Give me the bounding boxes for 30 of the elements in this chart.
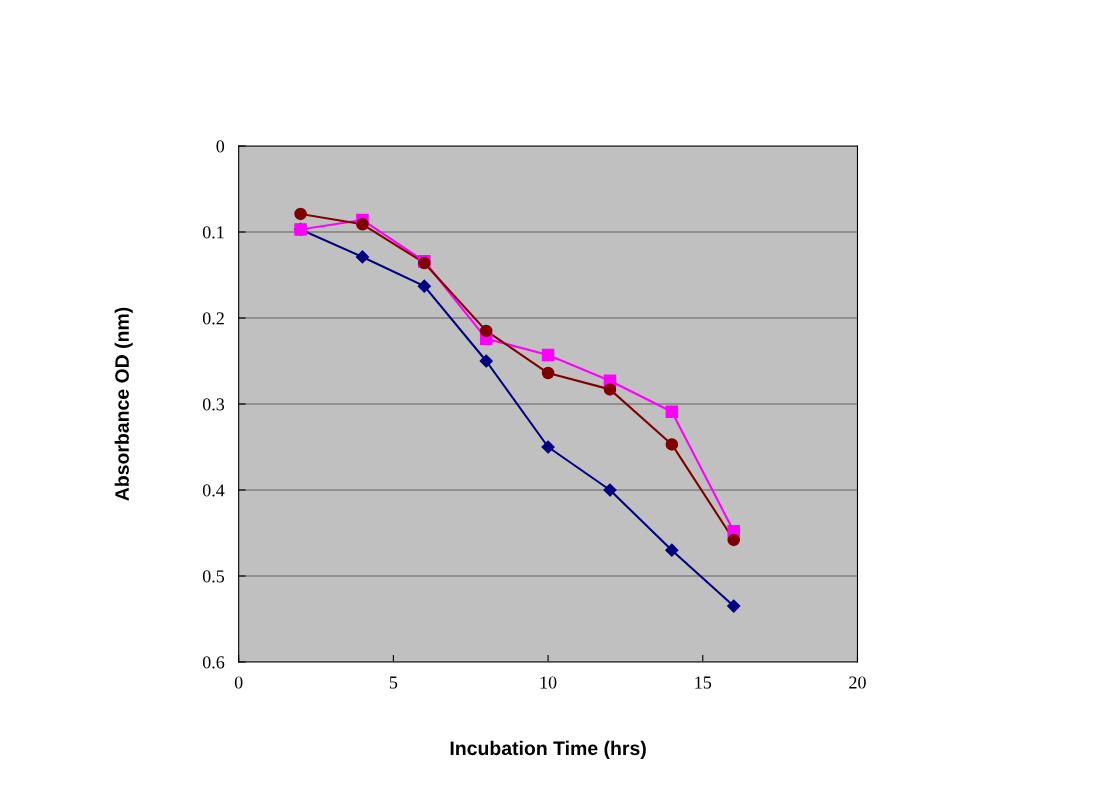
point [479,324,493,338]
x-tick-label: 15 [695,676,712,689]
point [541,348,555,362]
point [479,354,493,368]
point [355,250,370,264]
y-tick-label: 0 [216,140,225,153]
y-tick-label: 0.3 [202,398,225,411]
point [665,405,679,418]
point [417,279,431,293]
x-tick-label: 5 [389,676,398,689]
point [727,533,740,547]
y-axis-title: Absorbance OD (nm) [114,307,133,501]
point [541,366,555,380]
y-tick-label: 0.1 [202,226,224,239]
y-tick-label: 0.4 [202,484,225,497]
point [603,483,617,497]
x-tick-label: 10 [540,676,557,689]
x-tick-label: 0 [234,676,243,689]
x-tick-label: 20 [849,676,866,689]
point [665,543,679,557]
x-axis-title: Incubation Time (hrs) [450,740,646,759]
point [541,440,555,454]
y-tick-label: 0.6 [202,656,225,669]
point [727,599,741,613]
y-tick-label: 0.2 [202,312,224,325]
point [603,383,617,396]
point [356,218,369,231]
y-tick-label: 0.5 [202,570,225,583]
point [294,207,307,221]
point [665,438,679,451]
